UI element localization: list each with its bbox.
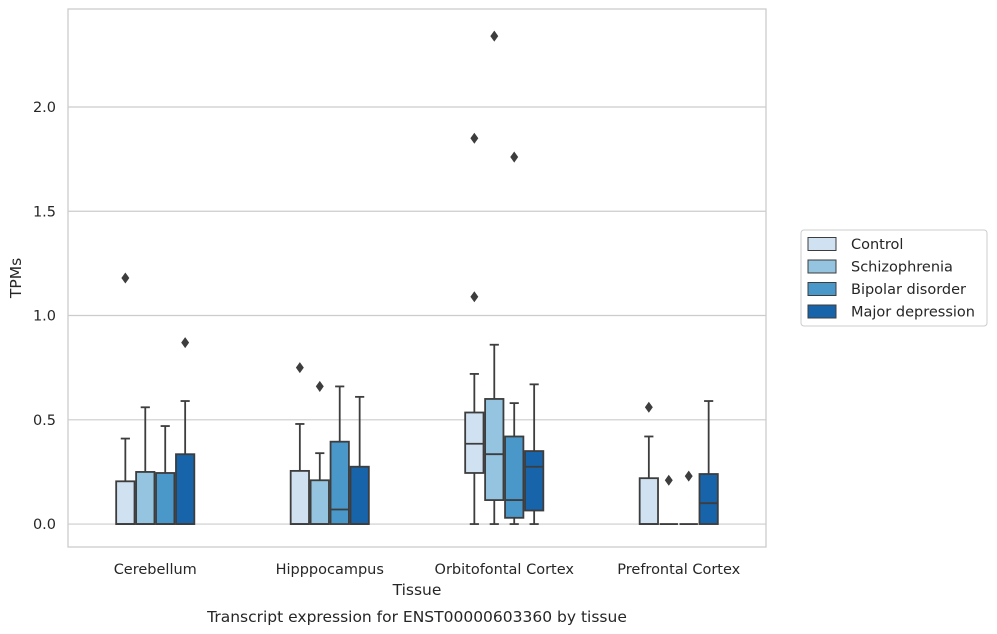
outlier-point-0 [181, 337, 190, 349]
x-tick-labels: Cerebellum Hipppocampus Orbitofontal Corte… [114, 562, 741, 578]
box-body [155, 472, 176, 525]
box-body [329, 440, 350, 525]
box-major-depression-cerebellum [175, 337, 196, 525]
box-schizophrenia-prefrontal-cortex [659, 474, 678, 525]
box-body [464, 411, 485, 474]
box-body [115, 480, 136, 525]
outlier-point-0 [315, 380, 324, 392]
y-tick-label-2-0: 2.0 [33, 100, 56, 116]
box-body [698, 473, 719, 525]
box-body [349, 465, 370, 525]
y-tick-label-0-5: 0.5 [33, 413, 56, 429]
legend-label-control: Control [851, 237, 903, 253]
legend-swatch-bipolar-disorder [807, 282, 837, 296]
box-major-depression-hipppocampus [349, 395, 370, 525]
outlier-point-0 [470, 291, 479, 303]
box-major-depression-prefrontal-cortex [698, 400, 719, 525]
box-body [524, 450, 545, 512]
box-body [289, 469, 310, 525]
legend-swatch-major-depression [807, 304, 837, 319]
y-tick-labels: 0.0 0.5 1.0 1.5 2.0 [33, 100, 56, 533]
legend-label-bipolar-disorder: Bipolar disorder [851, 282, 966, 298]
y-tick-label-1-5: 1.5 [33, 204, 56, 220]
x-tick-label-cerebellum: Cerebellum [114, 562, 197, 578]
legend-label-schizophrenia: Schizophrenia [851, 260, 953, 276]
legend: Control Schizophrenia Bipolar disorder Majo… [800, 229, 988, 327]
outlier-point-0 [490, 30, 499, 42]
chart-caption: Transcript expression for ENST0000060336… [206, 608, 627, 626]
x-axis-label: Tissue [392, 581, 442, 599]
y-axis-label: TPMs [7, 258, 25, 299]
box-body [638, 477, 659, 525]
box-bipolar-disorder-cerebellum [155, 425, 176, 525]
box-control-hipppocampus [289, 362, 310, 525]
box-schizophrenia-orbitofontal-cortex [484, 30, 505, 525]
x-tick-label-hipppocampus: Hipppocampus [276, 562, 384, 578]
box-schizophrenia-cerebellum [135, 406, 156, 525]
outlier-point-1 [470, 132, 479, 144]
outlier-point-0 [121, 272, 130, 284]
box-body [309, 479, 330, 525]
x-tick-label-orbitofontal-cortex: Orbitofontal Cortex [435, 562, 575, 578]
box-bipolar-disorder-hipppocampus [329, 385, 350, 525]
box-body [484, 398, 505, 501]
box-control-cerebellum [115, 272, 136, 525]
y-tick-label-1-0: 1.0 [33, 309, 56, 325]
box-bipolar-disorder-prefrontal-cortex [679, 470, 698, 525]
outlier-point-0 [644, 401, 653, 413]
legend-label-major-depression: Major depression [851, 305, 975, 321]
legend-swatch-schizophrenia [807, 259, 837, 274]
box-body [504, 435, 525, 519]
outlier-point-0 [295, 362, 304, 374]
legend-frame [800, 229, 988, 327]
legend-swatch-control [807, 237, 837, 251]
box-layer [115, 30, 719, 525]
box-control-prefrontal-cortex [638, 401, 659, 525]
box-control-orbitofontal-cortex [464, 132, 485, 525]
outlier-point-0 [510, 151, 519, 163]
plot-frame [67, 8, 767, 548]
y-tick-label-0-0: 0.0 [33, 517, 56, 533]
box-body [135, 471, 156, 525]
outlier-point-0 [684, 470, 693, 482]
x-tick-label-prefrontal-cortex: Prefrontal Cortex [617, 562, 740, 578]
outlier-point-0 [664, 474, 673, 486]
box-body [175, 453, 196, 525]
box-schizophrenia-hipppocampus [309, 380, 330, 525]
box-bipolar-disorder-orbitofontal-cortex [504, 151, 525, 525]
box-major-depression-orbitofontal-cortex [524, 383, 545, 525]
